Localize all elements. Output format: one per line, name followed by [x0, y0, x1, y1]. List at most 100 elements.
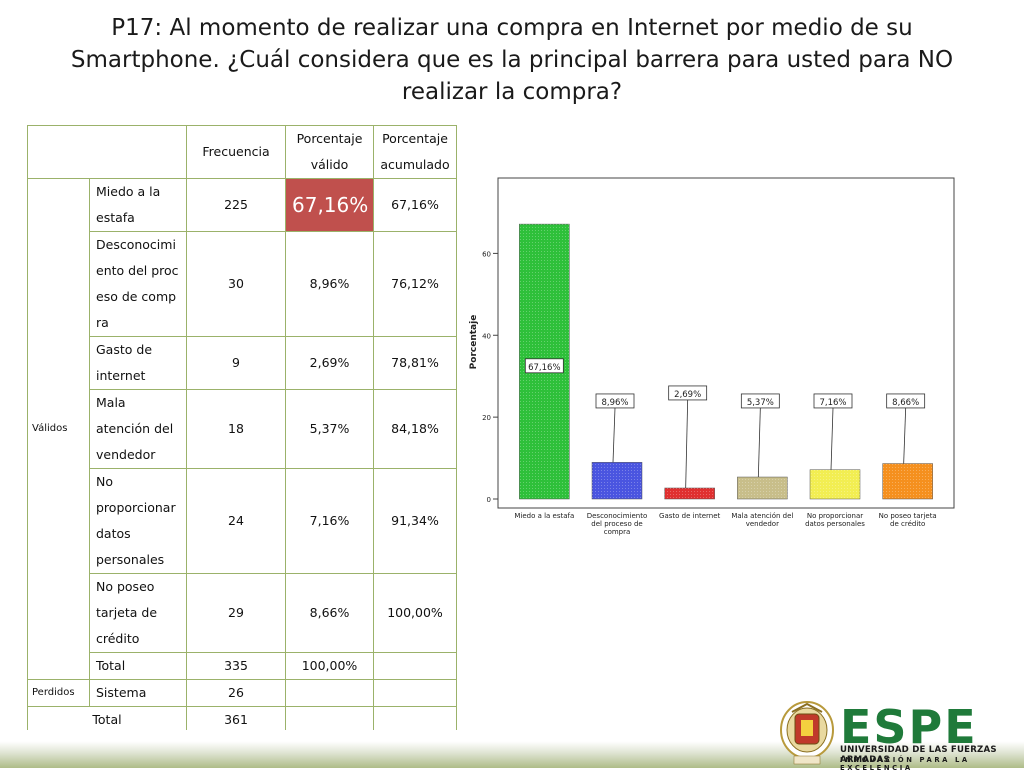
table-row: Válidos Miedo a la estafa 225 67,16% 67,… — [27, 178, 457, 680]
header-porcentaje-acumulado: Porcentaje acumulado — [373, 125, 457, 179]
frequency-table: Frecuencia Porcentaje válido Porcentaje … — [27, 125, 457, 734]
data-label-box — [886, 393, 926, 409]
bar-texture — [810, 469, 860, 499]
table-row: No proporcionar datos personales 24 7,16… — [28, 468, 457, 574]
row-pct: 8,66% — [285, 573, 374, 653]
data-label: 8,66% — [892, 398, 919, 408]
plot-frame — [497, 177, 955, 509]
row-cum: 100,00% — [373, 573, 457, 653]
espe-wordmark: ESPE — [840, 700, 978, 754]
row-pct: 2,69% — [285, 336, 374, 390]
data-label: 7,16% — [819, 398, 846, 408]
row-label: Gasto de internet — [89, 336, 187, 390]
x-tick-label: Desconocimiento — [587, 512, 648, 520]
row-cum-empty — [373, 652, 457, 680]
header-empty-cell — [27, 125, 187, 179]
data-label-box — [668, 385, 708, 401]
bar-chart: Porcentaje 0 20 40 60 67,16% 8,96% 2,69% 5,37%… — [469, 177, 955, 536]
row-cum-empty — [373, 679, 457, 707]
x-tick-label: Miedo a la estafa — [514, 512, 574, 520]
group-label-validos: Válidos — [27, 178, 90, 680]
y-axis-label: Porcentaje — [469, 315, 479, 370]
data-label-leader — [830, 407, 834, 470]
bar-texture — [592, 462, 642, 499]
data-label-leader — [612, 407, 616, 463]
row-pct: 8,96% — [285, 231, 374, 337]
bar-texture — [664, 487, 715, 499]
data-label-leader — [685, 399, 689, 488]
footer-gradient-bar — [0, 730, 1024, 768]
row-freq: 26 — [186, 679, 286, 707]
row-label: Mala atención del vendedor — [89, 389, 187, 469]
y-tick-label: 40 — [482, 332, 491, 340]
row-pct: 7,16% — [285, 468, 374, 574]
row-label: No proporcionar datos personales — [89, 468, 187, 574]
x-tick-label: compra — [604, 528, 631, 536]
x-tick-label: datos personales — [805, 520, 865, 528]
table-row-grand-total: Total 361 — [27, 706, 457, 734]
data-label: 67,16% — [528, 363, 560, 373]
row-label: Sistema — [89, 679, 187, 707]
row-cum: 91,34% — [373, 468, 457, 574]
y-tick-label: 20 — [482, 414, 491, 422]
table-row: Gasto de internet 9 2,69% 78,81% — [28, 336, 457, 390]
y-tick-label: 0 — [487, 496, 491, 504]
row-cum: 84,18% — [373, 389, 457, 469]
row-freq: 18 — [186, 389, 286, 469]
data-label-box — [740, 393, 780, 409]
x-tick-label: de crédito — [890, 520, 925, 528]
x-tick-label: No proporcionar — [807, 512, 863, 520]
row-label: Miedo a la estafa — [89, 178, 187, 232]
x-tick-label: vendedor — [746, 520, 779, 528]
row-freq: 29 — [186, 573, 286, 653]
university-name: UNIVERSIDAD DE LAS FUERZAS ARMADAS — [840, 745, 997, 765]
row-freq: 335 — [186, 652, 286, 680]
header-frecuencia: Frecuencia — [186, 125, 286, 179]
grand-total-freq: 361 — [186, 706, 286, 734]
grand-total-label: Total — [27, 706, 187, 734]
x-tick-label: Mala atención del — [731, 512, 793, 520]
header-porcentaje-valido: Porcentaje válido — [285, 125, 374, 179]
row-label: No poseo tarjeta de crédito — [89, 573, 187, 653]
row-label: Total — [89, 652, 187, 680]
row-cum: 67,16% — [373, 178, 457, 232]
row-cum: 76,12% — [373, 231, 457, 337]
row-pct-highlight: 67,16% — [285, 178, 374, 232]
grand-total-cum-empty — [373, 706, 457, 734]
row-pct: 5,37% — [285, 389, 374, 469]
data-label-box — [813, 393, 853, 409]
row-pct: 100,00% — [285, 652, 374, 680]
row-freq: 9 — [186, 336, 286, 390]
bar-texture — [737, 477, 788, 499]
espe-seal-icon — [780, 701, 834, 765]
table-header-row: Frecuencia Porcentaje válido Porcentaje … — [27, 125, 457, 179]
data-label: 8,96% — [601, 398, 628, 408]
x-tick-label: Gasto de internet — [659, 512, 721, 520]
table-row: Mala atención del vendedor 18 5,37% 84,1… — [28, 389, 457, 469]
data-label: 2,69% — [674, 390, 701, 400]
data-label-box — [524, 358, 564, 374]
y-axis: 0 20 40 60 — [482, 250, 498, 504]
slide-title: P17: Al momento de realizar una compra e… — [70, 15, 954, 105]
y-tick-label: 60 — [482, 250, 491, 258]
table-row: No poseo tarjeta de crédito 29 8,66% 100… — [28, 573, 457, 653]
table-row-lost: Perdidos Sistema 26 — [27, 679, 457, 707]
row-label: Desconocimiento del proceso de compra — [89, 231, 187, 337]
bar-texture — [882, 463, 933, 499]
row-pct-empty — [285, 679, 374, 707]
table-row-total-valid: Total 335 100,00% — [28, 652, 457, 680]
university-motto: INNOVACIÓN PARA LA EXCELENCIA — [840, 756, 970, 772]
table-row: Desconocimiento del proceso de compra 30… — [28, 231, 457, 337]
data-label-leader — [757, 407, 761, 478]
row-freq: 225 — [186, 178, 286, 232]
row-cum: 78,81% — [373, 336, 457, 390]
x-tick-label: No poseo tarjeta — [879, 512, 937, 520]
data-label: 5,37% — [747, 398, 774, 408]
row-freq: 24 — [186, 468, 286, 574]
data-label-leader — [903, 407, 907, 464]
espe-logo: ESPE UNIVERSIDAD DE LAS FUERZAS ARMADAS … — [778, 700, 1024, 772]
bars: 67,16% 8,96% 2,69% 5,37% 7,16% 8,66% — [519, 223, 933, 500]
row-freq: 30 — [186, 231, 286, 337]
x-tick-label: del proceso de — [591, 520, 642, 528]
group-label-perdidos: Perdidos — [27, 679, 90, 707]
